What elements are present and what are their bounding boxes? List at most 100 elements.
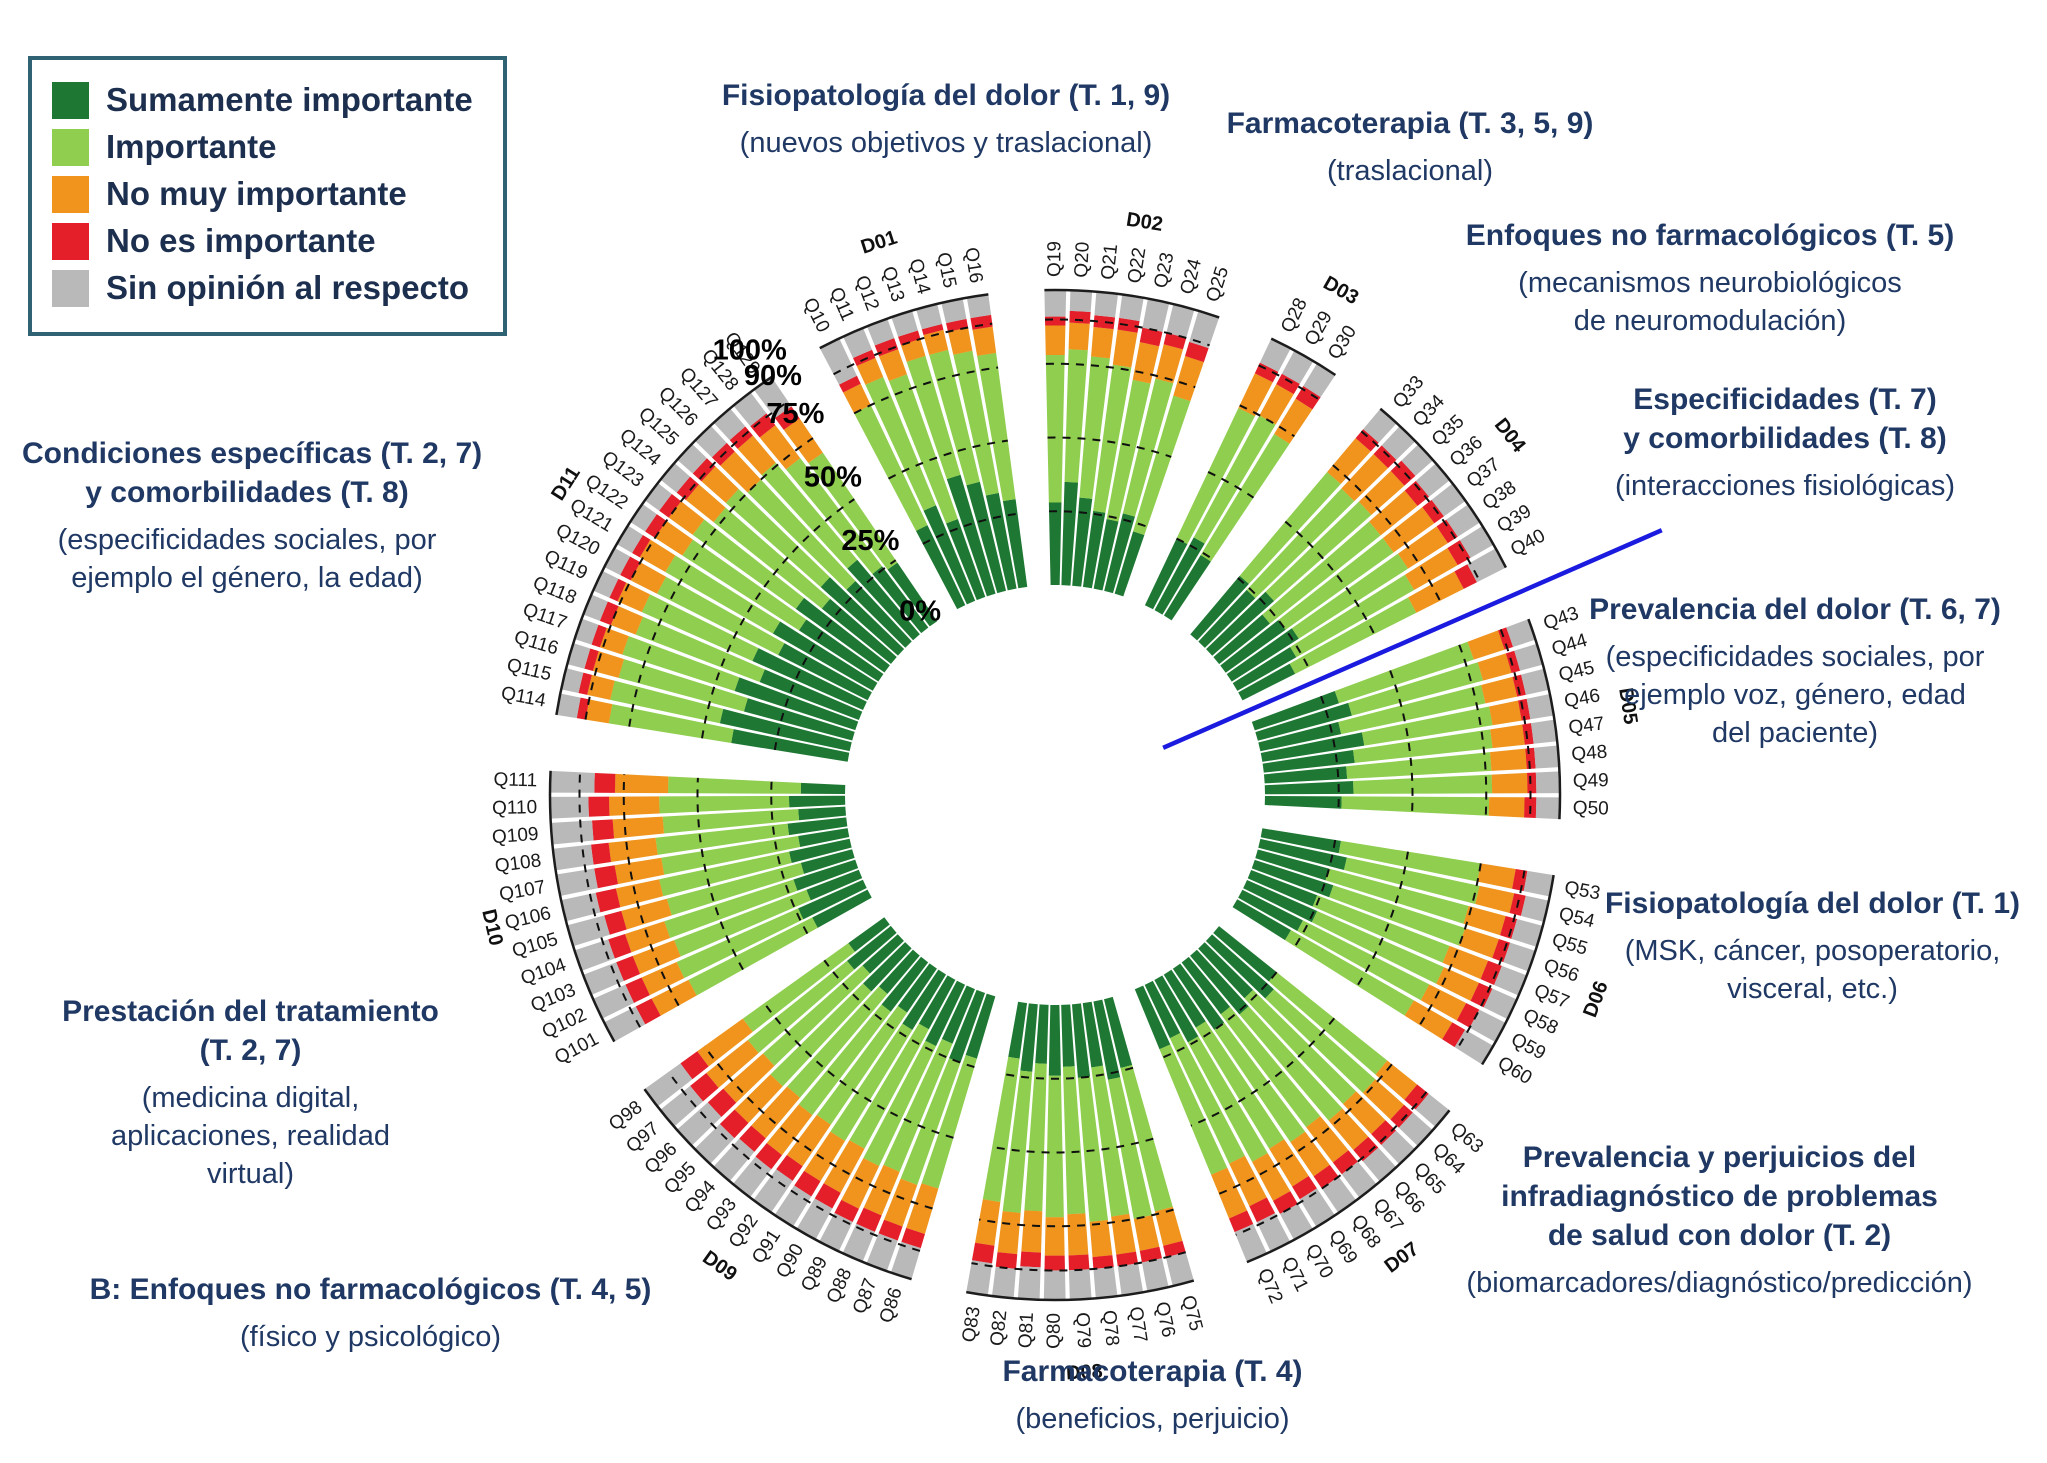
question-label: Q79 [1071, 1312, 1094, 1349]
annotation-subtitle-line: (medicina digital, [141, 1082, 360, 1114]
annotation-title-line: Enfoques no farmacológicos (T. 5) [1465, 219, 1955, 252]
bar-segment [676, 476, 699, 500]
bar-segment [1154, 975, 1199, 1043]
bar-segment [1312, 895, 1450, 963]
bar-segment [1220, 1006, 1321, 1128]
bar-segment [1159, 1044, 1228, 1175]
bar-segment [1165, 1252, 1194, 1287]
bar-segment [614, 773, 669, 794]
annotation-title-line: Farmacoterapia (T. 3, 5, 9) [1226, 107, 1594, 140]
bar-segment [796, 1198, 833, 1240]
bar-segment [1044, 316, 1066, 326]
question-label: Q77 [1125, 1305, 1151, 1344]
bar-segment [772, 621, 878, 691]
bar-segment [888, 374, 958, 524]
bar-segment [1139, 1246, 1163, 1263]
annotation-subtitle-line: de neuromodulación) [1573, 305, 1847, 337]
bar-segment [688, 917, 818, 996]
bar-segment [615, 879, 664, 908]
bar-segment [949, 989, 986, 1063]
question-label: Q15 [932, 250, 960, 289]
question-label: Q108 [494, 850, 543, 877]
bar-segment [1490, 724, 1525, 749]
grid-ring [1499, 629, 1532, 818]
bar-segment [1068, 1269, 1092, 1300]
grid-ring [1162, 971, 1278, 1059]
bar-segment [819, 1212, 853, 1252]
grid-ring [584, 400, 789, 720]
annotation-title-line: Prestación del tratamiento [62, 995, 439, 1028]
bar-segment [1454, 564, 1477, 589]
bar-segment [1082, 510, 1106, 589]
bar-segment [997, 1211, 1021, 1255]
annotation-farmacoterapia-top: Farmacoterapia (T. 3, 5, 9) (traslaciona… [1175, 104, 1645, 190]
bar-segment [665, 555, 781, 634]
annotation-farmacoterapia-bottom: Farmacoterapia (T. 4) (beneficios, perju… [930, 1352, 1375, 1438]
annotation-title-line: Prevalencia y perjuicios del [1522, 1141, 1917, 1174]
bar-segment [621, 898, 672, 930]
bar-segment [1531, 719, 1558, 744]
bar-segment [866, 318, 895, 346]
bar-segment [1442, 1022, 1466, 1048]
bar-segment [1048, 502, 1062, 586]
bar-segment [608, 933, 632, 959]
bar-segment [1114, 531, 1145, 597]
bar-segment [609, 796, 660, 816]
bar-segment [659, 795, 790, 814]
bar-segment [839, 375, 861, 393]
bar-segment [1306, 1116, 1349, 1163]
bar-segment [804, 1131, 846, 1182]
bar-segment [713, 507, 831, 609]
bar-segment [592, 819, 615, 841]
bar-segment [1289, 597, 1417, 674]
bar-segment [770, 983, 872, 1087]
bar-segment [1069, 290, 1093, 312]
bar-segment [1008, 1001, 1028, 1059]
bar-segment [1044, 1255, 1065, 1271]
bar-segment [753, 1169, 793, 1213]
question-label: Q111 [493, 769, 537, 791]
bar-segment [789, 838, 852, 864]
bar-segment [588, 796, 610, 817]
bar-segment [1511, 919, 1543, 947]
bar-segment [1193, 415, 1276, 544]
question-label: Q107 [498, 877, 547, 906]
bar-segment [1303, 363, 1336, 398]
bar-segment [1520, 895, 1549, 922]
bar-segment [1346, 752, 1492, 779]
bar-segment [1166, 304, 1195, 338]
bar-segment [592, 651, 625, 678]
legend-label: Sin opinión al respecto [106, 269, 470, 306]
grid-ring [1190, 1017, 1336, 1127]
bar-segment [763, 965, 870, 1066]
bar-segment [854, 405, 928, 531]
bar-segment [800, 849, 855, 874]
bar-segment [1338, 840, 1481, 882]
bar-segment [1477, 653, 1512, 681]
legend-label: Importante [106, 128, 277, 165]
bar-segment [808, 452, 898, 570]
outer-ring [1379, 407, 1508, 569]
bar-segment [1062, 1066, 1086, 1215]
bar-segment [743, 698, 855, 741]
grid-ring [992, 1137, 1154, 1154]
bar-segment [941, 298, 967, 324]
bar-segment [883, 1039, 953, 1172]
bar-segment [966, 1260, 993, 1296]
bar-segment [982, 1056, 1020, 1202]
bar-segment [1295, 385, 1321, 410]
bar-segment [921, 1054, 977, 1189]
question-label: Q25 [1202, 264, 1233, 305]
bar-segment [1436, 967, 1480, 1001]
bar-segment [1313, 1164, 1339, 1189]
legend-swatch-light-green [52, 128, 89, 166]
legend-item-no-es: No es importante [52, 222, 473, 260]
bar-segment [1111, 1213, 1136, 1255]
bar-segment [1064, 349, 1088, 483]
bar-segment [1355, 429, 1379, 452]
bar-segment [834, 1199, 859, 1223]
bar-segment [1154, 537, 1205, 615]
bar-segment [841, 1158, 880, 1209]
domain-label: D01 [858, 227, 900, 259]
bar-segment [644, 483, 672, 511]
